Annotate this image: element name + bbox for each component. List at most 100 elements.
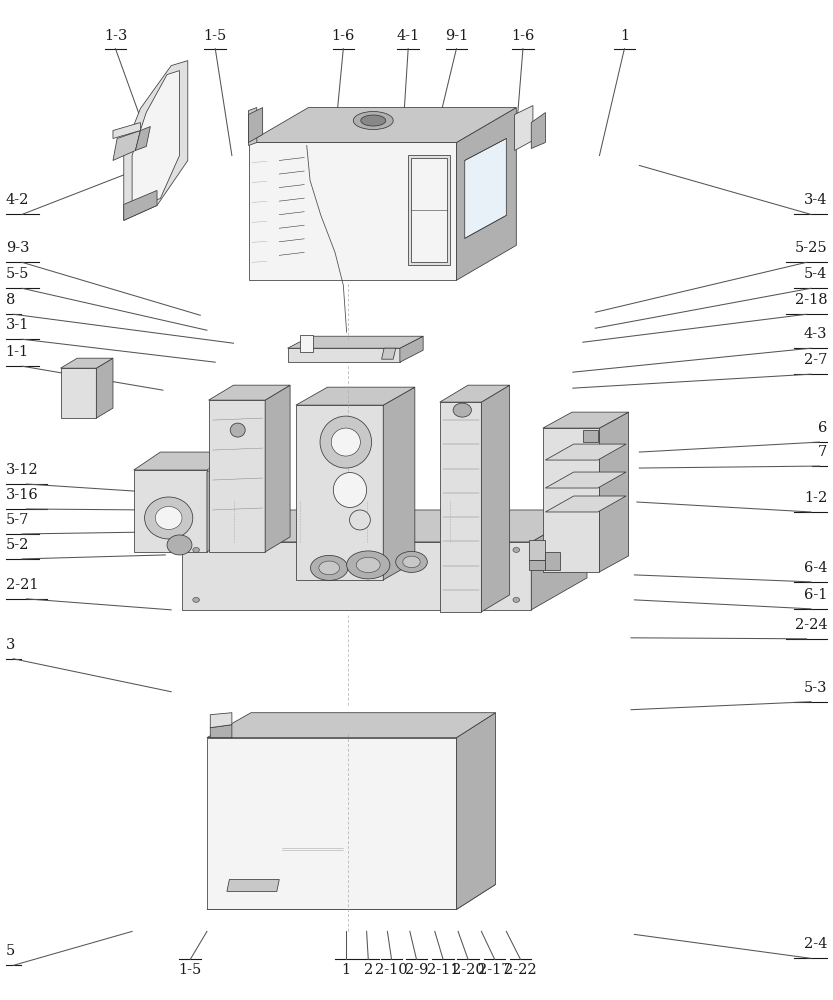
Ellipse shape [167,535,192,555]
Text: 5-5: 5-5 [6,267,29,281]
Polygon shape [248,108,516,142]
Text: 5: 5 [6,944,15,958]
Polygon shape [543,412,629,428]
Polygon shape [408,155,450,265]
Polygon shape [134,452,235,470]
Polygon shape [113,123,141,139]
Polygon shape [583,430,598,442]
Polygon shape [440,385,510,402]
Polygon shape [208,400,265,552]
Text: 1: 1 [620,29,629,43]
Polygon shape [248,108,262,142]
Ellipse shape [403,556,420,568]
Polygon shape [61,358,113,368]
Ellipse shape [320,416,372,468]
Polygon shape [265,385,290,552]
Ellipse shape [513,597,520,602]
Polygon shape [465,139,506,238]
Polygon shape [546,444,626,460]
Polygon shape [287,348,400,362]
Ellipse shape [192,597,199,602]
Polygon shape [296,405,383,580]
Polygon shape [546,472,626,488]
Ellipse shape [396,551,427,572]
Polygon shape [411,158,447,262]
Polygon shape [287,336,423,348]
Text: 6-4: 6-4 [804,561,827,575]
Polygon shape [207,455,235,552]
Text: 5-7: 5-7 [6,513,29,527]
Text: 4-3: 4-3 [804,327,827,341]
Polygon shape [456,108,516,280]
Text: 2-7: 2-7 [804,353,827,367]
Ellipse shape [156,506,182,529]
Polygon shape [210,725,232,738]
Text: 2-11: 2-11 [427,963,459,977]
Polygon shape [134,470,207,552]
Text: 2-24: 2-24 [795,618,827,632]
Ellipse shape [453,403,471,417]
Polygon shape [296,387,415,405]
Text: 1-2: 1-2 [804,491,827,505]
Ellipse shape [350,510,371,530]
Text: 1-3: 1-3 [104,29,127,43]
Polygon shape [97,358,113,418]
Polygon shape [208,385,290,400]
Ellipse shape [319,561,340,575]
Polygon shape [300,335,312,352]
Polygon shape [207,713,496,738]
Text: 2-21: 2-21 [6,578,38,592]
Polygon shape [248,108,257,145]
Polygon shape [531,510,587,610]
Polygon shape [124,61,187,220]
Polygon shape [210,713,232,728]
Text: 2: 2 [364,963,373,977]
Text: 5-25: 5-25 [795,241,827,255]
Text: 9-3: 9-3 [6,241,29,255]
Ellipse shape [332,428,361,456]
Polygon shape [383,387,415,580]
Ellipse shape [513,547,520,552]
Polygon shape [529,560,546,570]
Polygon shape [113,131,141,160]
Text: 1-5: 1-5 [203,29,227,43]
Polygon shape [531,113,546,148]
Polygon shape [207,738,456,909]
Polygon shape [546,496,626,512]
Polygon shape [529,540,546,560]
Text: 3-4: 3-4 [804,193,827,207]
Polygon shape [456,713,496,909]
Text: 2-4: 2-4 [804,937,827,951]
Text: 4-2: 4-2 [6,193,29,207]
Text: 5-2: 5-2 [6,538,29,552]
Text: 6: 6 [818,421,827,435]
Polygon shape [136,127,151,150]
Text: 3-12: 3-12 [6,463,38,477]
Text: 2-9: 2-9 [405,963,428,977]
Text: 1-1: 1-1 [6,345,29,359]
Polygon shape [132,71,179,210]
Text: 6-1: 6-1 [804,588,827,602]
Polygon shape [124,190,157,220]
Polygon shape [600,412,629,572]
Text: 2-10: 2-10 [375,963,408,977]
Text: 7: 7 [818,445,827,459]
Text: 2-22: 2-22 [504,963,536,977]
Text: 4-1: 4-1 [397,29,420,43]
Text: 1-5: 1-5 [178,963,202,977]
Polygon shape [400,336,423,362]
Text: 9-1: 9-1 [445,29,468,43]
Text: 3-1: 3-1 [6,318,29,332]
Polygon shape [61,368,97,418]
Ellipse shape [353,112,393,130]
Polygon shape [207,884,496,909]
Text: 5-3: 5-3 [804,681,827,695]
Ellipse shape [347,551,390,579]
Text: 1: 1 [342,963,351,977]
Polygon shape [382,348,396,359]
Polygon shape [481,385,510,612]
Text: 2-18: 2-18 [795,293,827,307]
Polygon shape [515,106,533,150]
Polygon shape [543,428,600,572]
Polygon shape [182,510,587,542]
